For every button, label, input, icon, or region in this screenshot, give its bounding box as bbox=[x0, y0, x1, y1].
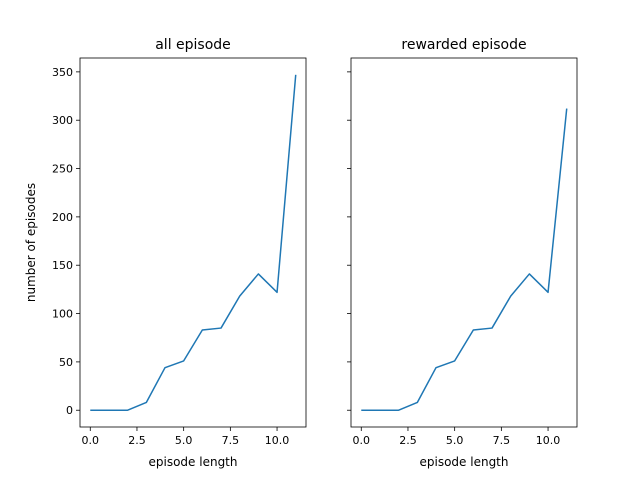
y-tick-label: 200 bbox=[52, 211, 73, 224]
series-line bbox=[361, 108, 568, 411]
axes-frame bbox=[350, 57, 578, 428]
x-axis-label: episode length bbox=[420, 455, 509, 469]
x-tick-label: 10.0 bbox=[265, 434, 290, 447]
chart-title: all episode bbox=[155, 37, 231, 53]
y-tick-label: 100 bbox=[52, 308, 73, 321]
x-tick-label: 5.0 bbox=[446, 434, 464, 447]
axes-frame bbox=[79, 57, 307, 428]
x-tick-label: 5.0 bbox=[175, 434, 193, 447]
y-tick-label: 50 bbox=[59, 356, 73, 369]
x-tick-label: 2.5 bbox=[128, 434, 146, 447]
y-tick-label: 0 bbox=[66, 404, 73, 417]
x-axis-label: episode length bbox=[149, 455, 238, 469]
x-tick-label: 0.0 bbox=[353, 434, 371, 447]
y-tick-label: 300 bbox=[52, 114, 73, 127]
panel-all-episode: 0.0 2.5 5.0 7.5 10.0 0 50 100 150 200 250 300 350 all… bbox=[24, 37, 307, 469]
x-tick-label: 10.0 bbox=[536, 434, 561, 447]
chart-title: rewarded episode bbox=[401, 37, 526, 53]
panel-rewarded-episode: 0.0 2.5 5.0 7.5 10.0 rewarded episode episode … bbox=[347, 37, 578, 469]
y-tick-label: 350 bbox=[52, 66, 73, 79]
y-axis-label: number of episodes bbox=[24, 183, 38, 302]
x-tick-label: 7.5 bbox=[493, 434, 511, 447]
x-tick-label: 7.5 bbox=[222, 434, 240, 447]
series-line bbox=[90, 74, 297, 411]
x-tick-label: 2.5 bbox=[399, 434, 417, 447]
y-tick-label: 250 bbox=[52, 163, 73, 176]
x-tick-label: 0.0 bbox=[82, 434, 100, 447]
y-tick-label: 150 bbox=[52, 259, 73, 272]
